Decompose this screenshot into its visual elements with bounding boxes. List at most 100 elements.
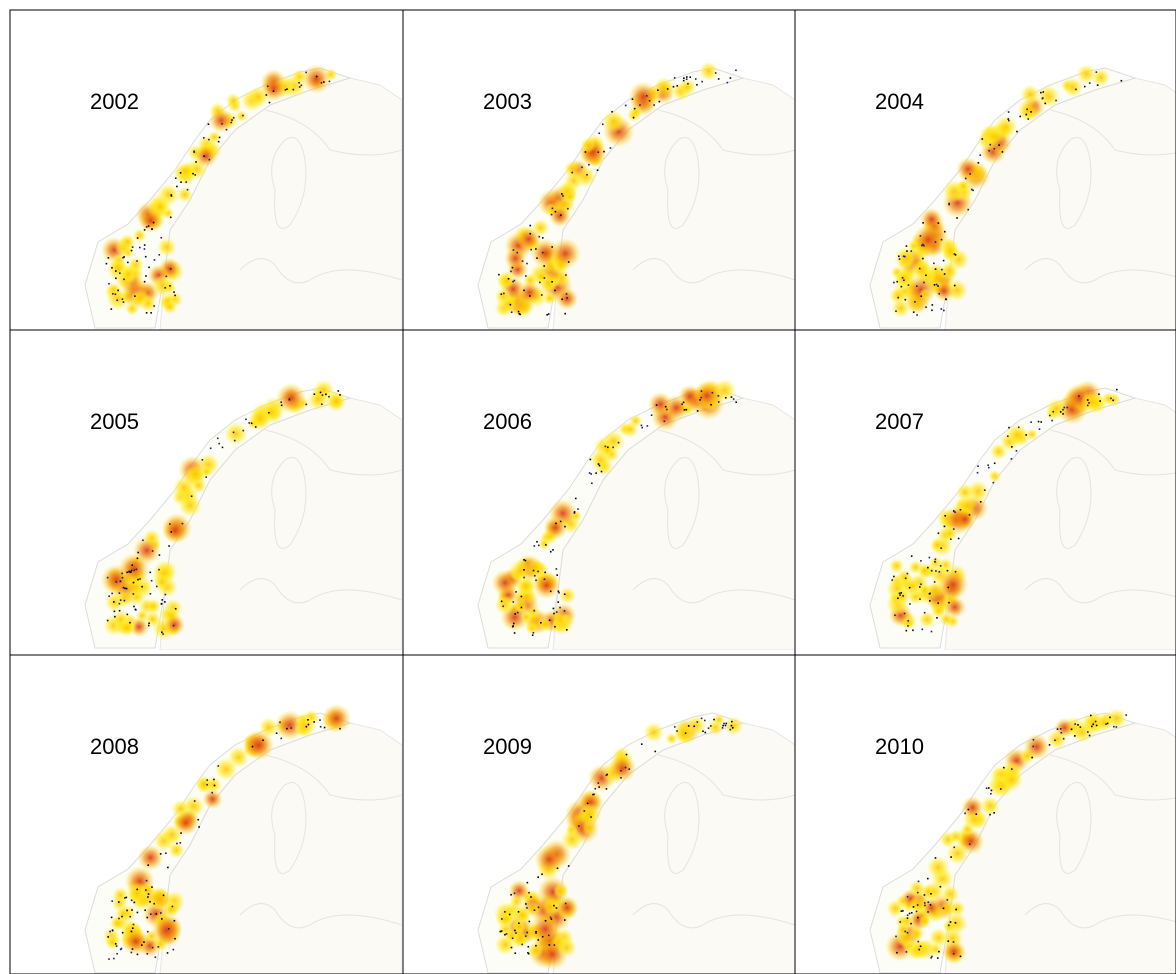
observation-dot (149, 900, 151, 903)
observation-dot (537, 939, 540, 941)
heat-spot (560, 828, 584, 851)
observation-dot (917, 880, 920, 883)
observation-dot (141, 585, 143, 588)
observation-dot (564, 312, 566, 315)
observation-dot (904, 930, 907, 933)
observation-dot (620, 769, 622, 772)
observation-dot (173, 291, 175, 293)
year-label: 2006 (483, 409, 532, 434)
observation-dot (657, 89, 659, 92)
heat-spot (173, 810, 199, 836)
observation-dot (954, 570, 957, 573)
observation-dot (166, 952, 169, 954)
observation-dot (1092, 723, 1095, 726)
observation-dot (132, 581, 135, 584)
heat-spot (1000, 768, 1024, 792)
observation-dot (1075, 88, 1077, 91)
observation-dot (940, 308, 943, 310)
observation-dot (967, 808, 970, 811)
observation-dot (148, 622, 150, 625)
observation-dot (174, 937, 176, 940)
observation-dot (146, 916, 149, 919)
observation-dot (571, 171, 573, 174)
observation-dot (683, 409, 686, 411)
observation-dot (551, 246, 553, 248)
observation-dot (547, 934, 550, 937)
observation-dot (617, 441, 620, 444)
observation-dot (896, 280, 899, 283)
observation-dot (923, 611, 926, 614)
observation-dot (968, 843, 971, 846)
heat-spot (908, 559, 924, 575)
observation-dot (917, 940, 920, 943)
observation-dot (897, 296, 900, 299)
observation-dot (527, 951, 529, 954)
observation-dot (1056, 728, 1059, 730)
observation-dot (910, 555, 913, 557)
heat-spot (647, 391, 673, 417)
heat-spot (537, 616, 553, 632)
observation-dot (186, 188, 189, 191)
observation-dot (912, 629, 914, 632)
observation-dot (144, 255, 147, 258)
observation-dot (122, 256, 124, 259)
observation-dot (109, 930, 111, 933)
observation-dot (132, 923, 135, 926)
observation-dot (561, 298, 563, 301)
observation-dot (106, 576, 109, 579)
observation-dot (543, 277, 546, 279)
observation-dot (1062, 737, 1065, 740)
heat-spot (112, 886, 129, 904)
observation-dot (339, 727, 341, 730)
observation-dot (165, 275, 168, 278)
observation-dot (515, 932, 517, 934)
observation-dot (111, 266, 113, 269)
observation-dot (1052, 410, 1055, 413)
observation-dot (510, 893, 512, 896)
observation-dot (535, 932, 537, 934)
observation-dot (557, 601, 560, 603)
map-panel: 2008 (9, 654, 404, 974)
year-label: 2008 (90, 734, 139, 759)
heat-spot (1054, 717, 1075, 738)
observation-dot (979, 501, 982, 503)
observation-dot (192, 172, 194, 175)
heat-spot (223, 421, 248, 446)
heat-spot (1045, 397, 1068, 420)
observation-dot (173, 919, 176, 922)
heat-spot (940, 240, 961, 261)
observation-dot (936, 617, 938, 619)
observation-dot (684, 732, 687, 735)
heat-spot (529, 913, 561, 945)
observation-dot (922, 222, 924, 224)
observation-dot (148, 266, 150, 269)
observation-dot (242, 114, 244, 117)
observation-dot (1074, 735, 1076, 737)
observation-dot (538, 235, 541, 238)
observation-dot (131, 948, 134, 950)
observation-dot (537, 906, 540, 909)
observation-dot (541, 873, 543, 876)
observation-dot (593, 793, 595, 796)
observation-dot (1015, 449, 1018, 452)
heat-spot (538, 537, 551, 551)
heat-spot (580, 137, 597, 154)
observation-dot (931, 309, 933, 312)
observation-dot (155, 585, 158, 588)
observation-dot (551, 280, 553, 283)
observation-dot (134, 608, 137, 611)
observation-dot (536, 257, 538, 259)
observation-dot (548, 619, 551, 622)
heat-spot (175, 161, 195, 181)
observation-dot (916, 891, 919, 894)
heat-spot (1036, 84, 1061, 108)
map-panel: 2007 (794, 329, 1176, 656)
observation-dot (1027, 118, 1030, 120)
observation-dot (950, 856, 952, 858)
observation-dot (120, 947, 123, 950)
observation-dot (268, 411, 270, 414)
observation-dot (702, 730, 704, 733)
observation-dot (526, 881, 529, 884)
heat-spot (534, 844, 564, 875)
observation-dot (537, 570, 539, 573)
